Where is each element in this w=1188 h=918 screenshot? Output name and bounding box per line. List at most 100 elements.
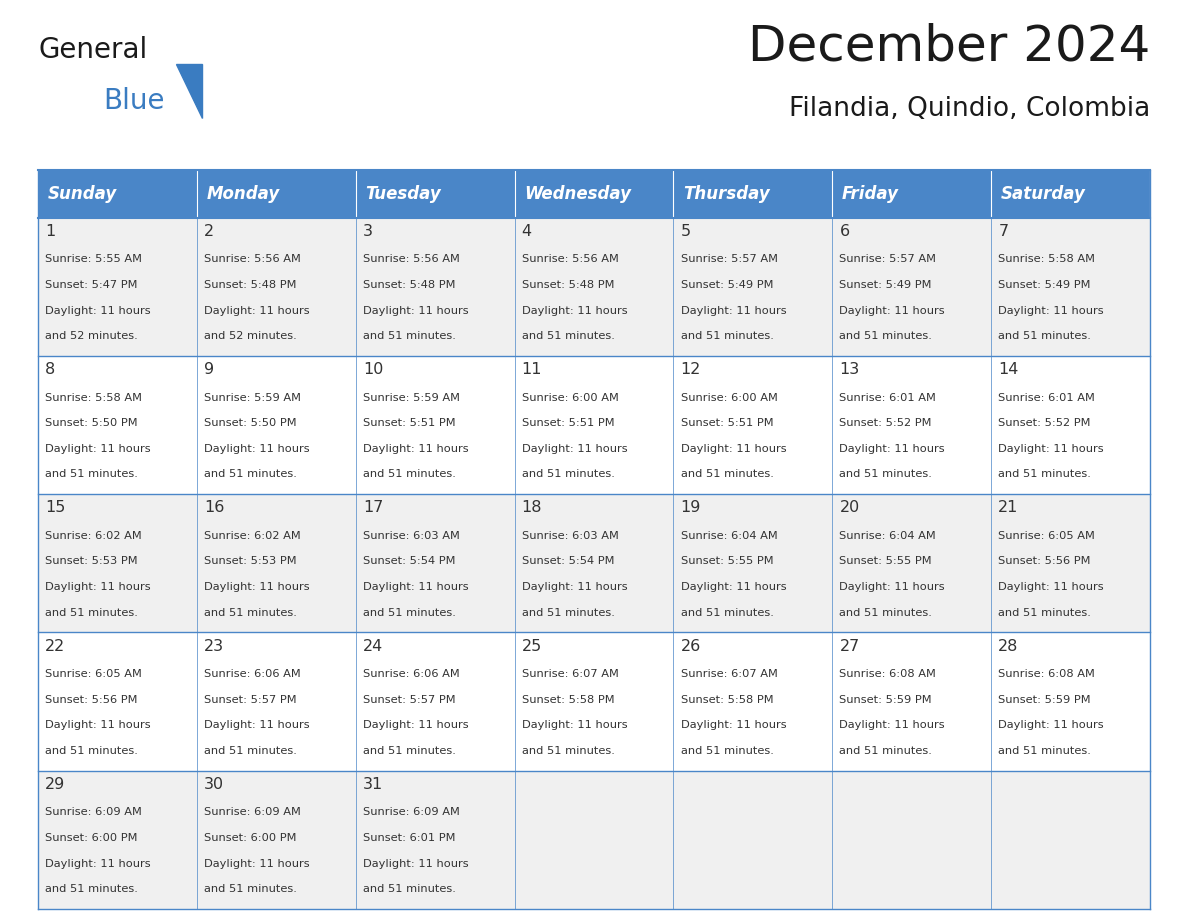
Text: and 51 minutes.: and 51 minutes. bbox=[681, 331, 773, 341]
Text: and 51 minutes.: and 51 minutes. bbox=[840, 746, 933, 756]
Text: Thursday: Thursday bbox=[683, 185, 770, 203]
Bar bbox=[38, 494, 197, 633]
Text: 27: 27 bbox=[840, 639, 860, 654]
Text: Sunrise: 6:09 AM: Sunrise: 6:09 AM bbox=[362, 808, 460, 817]
Bar bbox=[355, 770, 514, 909]
Text: and 51 minutes.: and 51 minutes. bbox=[840, 469, 933, 479]
Text: Sunrise: 5:59 AM: Sunrise: 5:59 AM bbox=[204, 393, 301, 403]
Text: Daylight: 11 hours: Daylight: 11 hours bbox=[204, 306, 310, 316]
Text: Sunrise: 6:05 AM: Sunrise: 6:05 AM bbox=[998, 531, 1095, 541]
Text: Daylight: 11 hours: Daylight: 11 hours bbox=[998, 582, 1104, 592]
Text: and 51 minutes.: and 51 minutes. bbox=[45, 608, 138, 618]
Text: 31: 31 bbox=[362, 777, 383, 792]
Text: Sunset: 5:59 PM: Sunset: 5:59 PM bbox=[998, 695, 1091, 705]
Text: and 51 minutes.: and 51 minutes. bbox=[998, 746, 1091, 756]
Bar bbox=[991, 356, 1150, 494]
Bar bbox=[991, 170, 1150, 218]
Text: Daylight: 11 hours: Daylight: 11 hours bbox=[681, 721, 786, 731]
Bar bbox=[38, 170, 197, 218]
Text: Blue: Blue bbox=[103, 86, 165, 115]
Text: Sunset: 6:00 PM: Sunset: 6:00 PM bbox=[204, 833, 297, 843]
Text: Sunset: 5:51 PM: Sunset: 5:51 PM bbox=[522, 419, 614, 428]
Text: 3: 3 bbox=[362, 224, 373, 239]
Text: 25: 25 bbox=[522, 639, 542, 654]
Text: Sunrise: 6:04 AM: Sunrise: 6:04 AM bbox=[681, 531, 777, 541]
Text: and 51 minutes.: and 51 minutes. bbox=[522, 608, 614, 618]
Text: Sunset: 5:55 PM: Sunset: 5:55 PM bbox=[681, 556, 773, 566]
Bar bbox=[514, 356, 674, 494]
Text: and 52 minutes.: and 52 minutes. bbox=[45, 331, 138, 341]
Text: Sunrise: 6:08 AM: Sunrise: 6:08 AM bbox=[998, 669, 1095, 679]
Text: 10: 10 bbox=[362, 363, 384, 377]
Bar bbox=[197, 356, 355, 494]
Text: and 51 minutes.: and 51 minutes. bbox=[522, 746, 614, 756]
Text: Daylight: 11 hours: Daylight: 11 hours bbox=[362, 306, 468, 316]
Text: Sunrise: 5:56 AM: Sunrise: 5:56 AM bbox=[204, 254, 301, 264]
Text: and 51 minutes.: and 51 minutes. bbox=[45, 469, 138, 479]
Text: Daylight: 11 hours: Daylight: 11 hours bbox=[840, 443, 944, 453]
Text: 16: 16 bbox=[204, 500, 225, 516]
Text: 4: 4 bbox=[522, 224, 532, 239]
Text: Sunset: 5:54 PM: Sunset: 5:54 PM bbox=[362, 556, 455, 566]
Text: 6: 6 bbox=[840, 224, 849, 239]
Text: Sunrise: 6:09 AM: Sunrise: 6:09 AM bbox=[204, 808, 301, 817]
Bar bbox=[674, 218, 833, 356]
Text: Sunrise: 6:01 AM: Sunrise: 6:01 AM bbox=[840, 393, 936, 403]
Text: Sunrise: 6:04 AM: Sunrise: 6:04 AM bbox=[840, 531, 936, 541]
Text: Sunset: 5:53 PM: Sunset: 5:53 PM bbox=[45, 556, 138, 566]
Text: Daylight: 11 hours: Daylight: 11 hours bbox=[522, 582, 627, 592]
Text: 7: 7 bbox=[998, 224, 1009, 239]
Text: Daylight: 11 hours: Daylight: 11 hours bbox=[45, 721, 151, 731]
Text: Sunset: 5:53 PM: Sunset: 5:53 PM bbox=[204, 556, 297, 566]
Text: Sunset: 5:49 PM: Sunset: 5:49 PM bbox=[998, 280, 1091, 290]
Text: Sunset: 5:47 PM: Sunset: 5:47 PM bbox=[45, 280, 138, 290]
Text: Sunrise: 5:56 AM: Sunrise: 5:56 AM bbox=[362, 254, 460, 264]
Text: General: General bbox=[38, 36, 147, 64]
Text: Sunset: 5:52 PM: Sunset: 5:52 PM bbox=[998, 419, 1091, 428]
Bar bbox=[991, 770, 1150, 909]
Text: Wednesday: Wednesday bbox=[524, 185, 631, 203]
Text: Sunset: 5:58 PM: Sunset: 5:58 PM bbox=[522, 695, 614, 705]
Text: Sunrise: 6:07 AM: Sunrise: 6:07 AM bbox=[681, 669, 777, 679]
Text: 18: 18 bbox=[522, 500, 542, 516]
Text: Sunrise: 6:00 AM: Sunrise: 6:00 AM bbox=[522, 393, 619, 403]
Text: Sunrise: 6:05 AM: Sunrise: 6:05 AM bbox=[45, 669, 143, 679]
Text: Daylight: 11 hours: Daylight: 11 hours bbox=[45, 858, 151, 868]
Text: 19: 19 bbox=[681, 500, 701, 516]
Bar bbox=[197, 218, 355, 356]
Text: Sunrise: 5:56 AM: Sunrise: 5:56 AM bbox=[522, 254, 619, 264]
Text: Sunrise: 6:09 AM: Sunrise: 6:09 AM bbox=[45, 808, 143, 817]
Text: Sunset: 5:51 PM: Sunset: 5:51 PM bbox=[681, 419, 773, 428]
Text: Sunday: Sunday bbox=[48, 185, 116, 203]
Polygon shape bbox=[176, 64, 202, 118]
Text: Sunset: 5:50 PM: Sunset: 5:50 PM bbox=[204, 419, 297, 428]
Bar bbox=[355, 494, 514, 633]
Text: Daylight: 11 hours: Daylight: 11 hours bbox=[45, 443, 151, 453]
Text: and 51 minutes.: and 51 minutes. bbox=[362, 608, 456, 618]
Text: and 51 minutes.: and 51 minutes. bbox=[204, 608, 297, 618]
Text: 2: 2 bbox=[204, 224, 214, 239]
Text: and 51 minutes.: and 51 minutes. bbox=[522, 331, 614, 341]
Bar bbox=[833, 356, 991, 494]
Text: Sunrise: 6:08 AM: Sunrise: 6:08 AM bbox=[840, 669, 936, 679]
Text: Sunset: 5:48 PM: Sunset: 5:48 PM bbox=[204, 280, 297, 290]
Text: Sunrise: 5:55 AM: Sunrise: 5:55 AM bbox=[45, 254, 143, 264]
Bar bbox=[197, 770, 355, 909]
Text: 21: 21 bbox=[998, 500, 1018, 516]
Text: Sunset: 5:56 PM: Sunset: 5:56 PM bbox=[998, 556, 1091, 566]
Text: 5: 5 bbox=[681, 224, 690, 239]
Text: Sunset: 5:48 PM: Sunset: 5:48 PM bbox=[362, 280, 455, 290]
Text: and 51 minutes.: and 51 minutes. bbox=[204, 884, 297, 894]
Bar bbox=[355, 633, 514, 770]
Text: 12: 12 bbox=[681, 363, 701, 377]
Text: Daylight: 11 hours: Daylight: 11 hours bbox=[204, 858, 310, 868]
Text: Sunrise: 6:07 AM: Sunrise: 6:07 AM bbox=[522, 669, 619, 679]
Text: Daylight: 11 hours: Daylight: 11 hours bbox=[362, 721, 468, 731]
Text: 22: 22 bbox=[45, 639, 65, 654]
Text: and 51 minutes.: and 51 minutes. bbox=[204, 746, 297, 756]
Text: Daylight: 11 hours: Daylight: 11 hours bbox=[204, 443, 310, 453]
Text: 11: 11 bbox=[522, 363, 542, 377]
Text: Daylight: 11 hours: Daylight: 11 hours bbox=[998, 721, 1104, 731]
Text: Filandia, Quindio, Colombia: Filandia, Quindio, Colombia bbox=[789, 96, 1150, 122]
Text: 17: 17 bbox=[362, 500, 384, 516]
